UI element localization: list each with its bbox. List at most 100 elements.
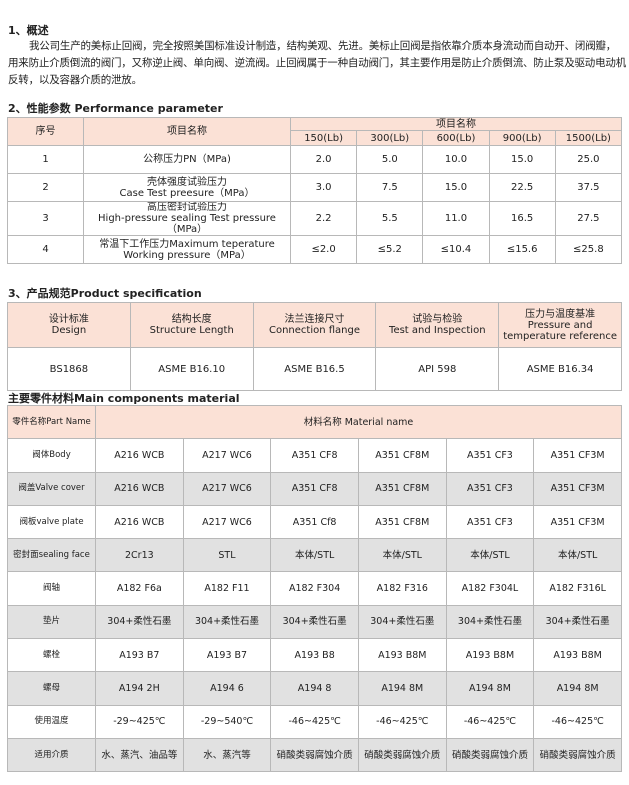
value-cell: ≤2.0: [289, 235, 358, 264]
material-cell: 水、蒸汽等: [182, 737, 272, 773]
material-cell: A351 CF8M: [357, 471, 447, 506]
material-cell: 304+柔性石墨: [182, 604, 272, 640]
table-row: 使用温度 -29~425℃ -29~540℃ -46~425℃ -46~425℃ -46~…: [7, 704, 622, 739]
material-cell: A351 CF3: [445, 438, 535, 473]
col-header-class: 900(Lb): [488, 130, 556, 146]
col-header-class: 150(Lb): [289, 130, 358, 146]
material-cell: A194 8M: [357, 671, 447, 706]
material-cell: A351 CF3: [445, 471, 535, 506]
material-cell: 本体/STL: [533, 538, 622, 573]
value-cell: 37.5: [554, 173, 623, 202]
material-cell: 304+柔性石墨: [533, 604, 622, 640]
material-cell: A193 B8M: [445, 638, 535, 673]
material-cell: A216 WCB: [95, 471, 184, 506]
value-cell: 11.0: [422, 201, 490, 236]
material-cell: A351 CF8: [270, 438, 359, 473]
material-cell: -46~425℃: [270, 704, 359, 739]
material-cell: A217 WC6: [182, 504, 272, 540]
material-cell: 硝酸类弱腐蚀介质: [357, 737, 447, 773]
material-cell: 304+柔性石墨: [95, 604, 184, 640]
value-cell: 7.5: [356, 173, 424, 202]
part-name: 适用介质: [7, 737, 96, 773]
value-cell: 3.0: [289, 173, 358, 202]
table-row: 密封面sealing face 2Cr13 STL 本体/STL 本体/STL 本体/ST…: [7, 538, 622, 573]
value-cell: 5.0: [356, 145, 424, 174]
material-cell: -29~540℃: [182, 704, 272, 739]
material-cell: A216 WCB: [95, 504, 184, 540]
value-cell: 2.0: [289, 145, 358, 174]
value-cell: 2.2: [289, 201, 358, 236]
col-header: 结构长度 Structure Length: [129, 302, 254, 348]
material-cell: 304+柔性石墨: [270, 604, 359, 640]
material-cell: A193 B8M: [533, 638, 622, 673]
col-header-material: 材料名称 Material name: [95, 404, 622, 440]
value-cell: ASME B16.5: [252, 347, 377, 391]
material-cell: 本体/STL: [357, 538, 447, 573]
material-cell: A351 CF3M: [533, 504, 622, 540]
material-cell: A193 B8: [270, 638, 359, 673]
col-header-class: 600(Lb): [422, 130, 490, 146]
value-cell: 5.5: [356, 201, 424, 236]
part-name: 使用温度: [7, 704, 96, 739]
table-row: BS1868 ASME B16.10 ASME B16.5 API 598 ASME B…: [7, 347, 622, 391]
table-row: 阀轴 A182 F6a A182 F11 A182 F304 A182 F316 A182…: [7, 571, 622, 606]
material-cell: A194 8M: [533, 671, 622, 706]
col-header: 试验与检验 Test and Inspection: [375, 302, 500, 348]
material-cell: STL: [182, 538, 272, 573]
material-cell: A217 WC6: [182, 438, 272, 473]
material-cell: A351 CF3M: [533, 438, 622, 473]
material-cell: A217 WC6: [182, 471, 272, 506]
material-cell: 304+柔性石墨: [357, 604, 447, 640]
part-name: 螺栓: [7, 638, 96, 673]
header-row: 设计标准 Design 结构长度 Structure Length 法兰连接尺寸 C…: [7, 302, 622, 348]
spec-heading: 3、产品规范Product specification: [8, 287, 202, 300]
col-header: 压力与温度基准 Pressure and temperature referen…: [498, 302, 622, 348]
table-row: 阀板valve plate A216 WCB A217 WC6 A351 Cf8 A35…: [7, 504, 622, 540]
table-row: 3 高压密封试验压力 High-pressure sealing Test pre…: [7, 201, 623, 236]
material-cell: A351 CF8: [270, 471, 359, 506]
part-name: 阀盖Valve cover: [7, 471, 96, 506]
material-cell: 本体/STL: [445, 538, 535, 573]
header-row: 零件名称Part Name 材料名称 Material name: [7, 404, 622, 440]
materials-table: 零件名称Part Name 材料名称 Material name 阀体Body A21…: [7, 404, 622, 773]
value-cell: 27.5: [554, 201, 623, 236]
performance-heading: 2、性能参数 Performance parameter: [8, 102, 223, 115]
material-cell: A194 8M: [445, 671, 535, 706]
row-number: 2: [7, 173, 84, 202]
overview-text: 我公司生产的美标止回阀，完全按照美国标准设计制造，结构美观、先进。美标止回阀是指…: [8, 40, 626, 86]
value-cell: 15.0: [488, 145, 556, 174]
material-cell: 2Cr13: [95, 538, 184, 573]
value-cell: ≤15.6: [488, 235, 556, 264]
material-cell: 硝酸类弱腐蚀介质: [270, 737, 359, 773]
material-cell: A182 F316: [357, 571, 447, 606]
col-header-class: 300(Lb): [356, 130, 424, 146]
material-cell: A182 F304: [270, 571, 359, 606]
value-cell: ASME B16.10: [129, 347, 254, 391]
material-cell: A194 2H: [95, 671, 184, 706]
material-cell: 硝酸类弱腐蚀介质: [533, 737, 622, 773]
col-header-item: 项目名称: [83, 117, 291, 146]
part-name: 螺母: [7, 671, 96, 706]
col-header-group: 项目名称: [290, 117, 622, 131]
table-row: 阀体Body A216 WCB A217 WC6 A351 CF8 A351 CF8M A…: [7, 438, 622, 473]
value-cell: BS1868: [7, 347, 131, 391]
row-item: 公称压力PN（MPa): [83, 145, 291, 174]
value-cell: 22.5: [488, 173, 556, 202]
material-cell: 硝酸类弱腐蚀介质: [445, 737, 535, 773]
row-number: 1: [7, 145, 84, 174]
col-header-no: 序号: [7, 117, 84, 146]
part-name: 阀板valve plate: [7, 504, 96, 540]
value-cell: API 598: [375, 347, 500, 391]
table-row: 螺栓 A193 B7 A193 B7 A193 B8 A193 B8M A193 B8M A…: [7, 638, 622, 673]
material-cell: A182 F6a: [95, 571, 184, 606]
material-cell: A182 F304L: [445, 571, 535, 606]
material-cell: -29~425℃: [95, 704, 184, 739]
part-name: 阀轴: [7, 571, 96, 606]
value-cell: 25.0: [554, 145, 623, 174]
part-name: 密封面sealing face: [7, 538, 96, 573]
material-cell: A351 CF8M: [357, 504, 447, 540]
value-cell: ASME B16.34: [498, 347, 622, 391]
material-cell: A193 B7: [182, 638, 272, 673]
col-header-part: 零件名称Part Name: [7, 404, 96, 440]
spec-table: 设计标准 Design 结构长度 Structure Length 法兰连接尺寸 C…: [7, 302, 622, 391]
